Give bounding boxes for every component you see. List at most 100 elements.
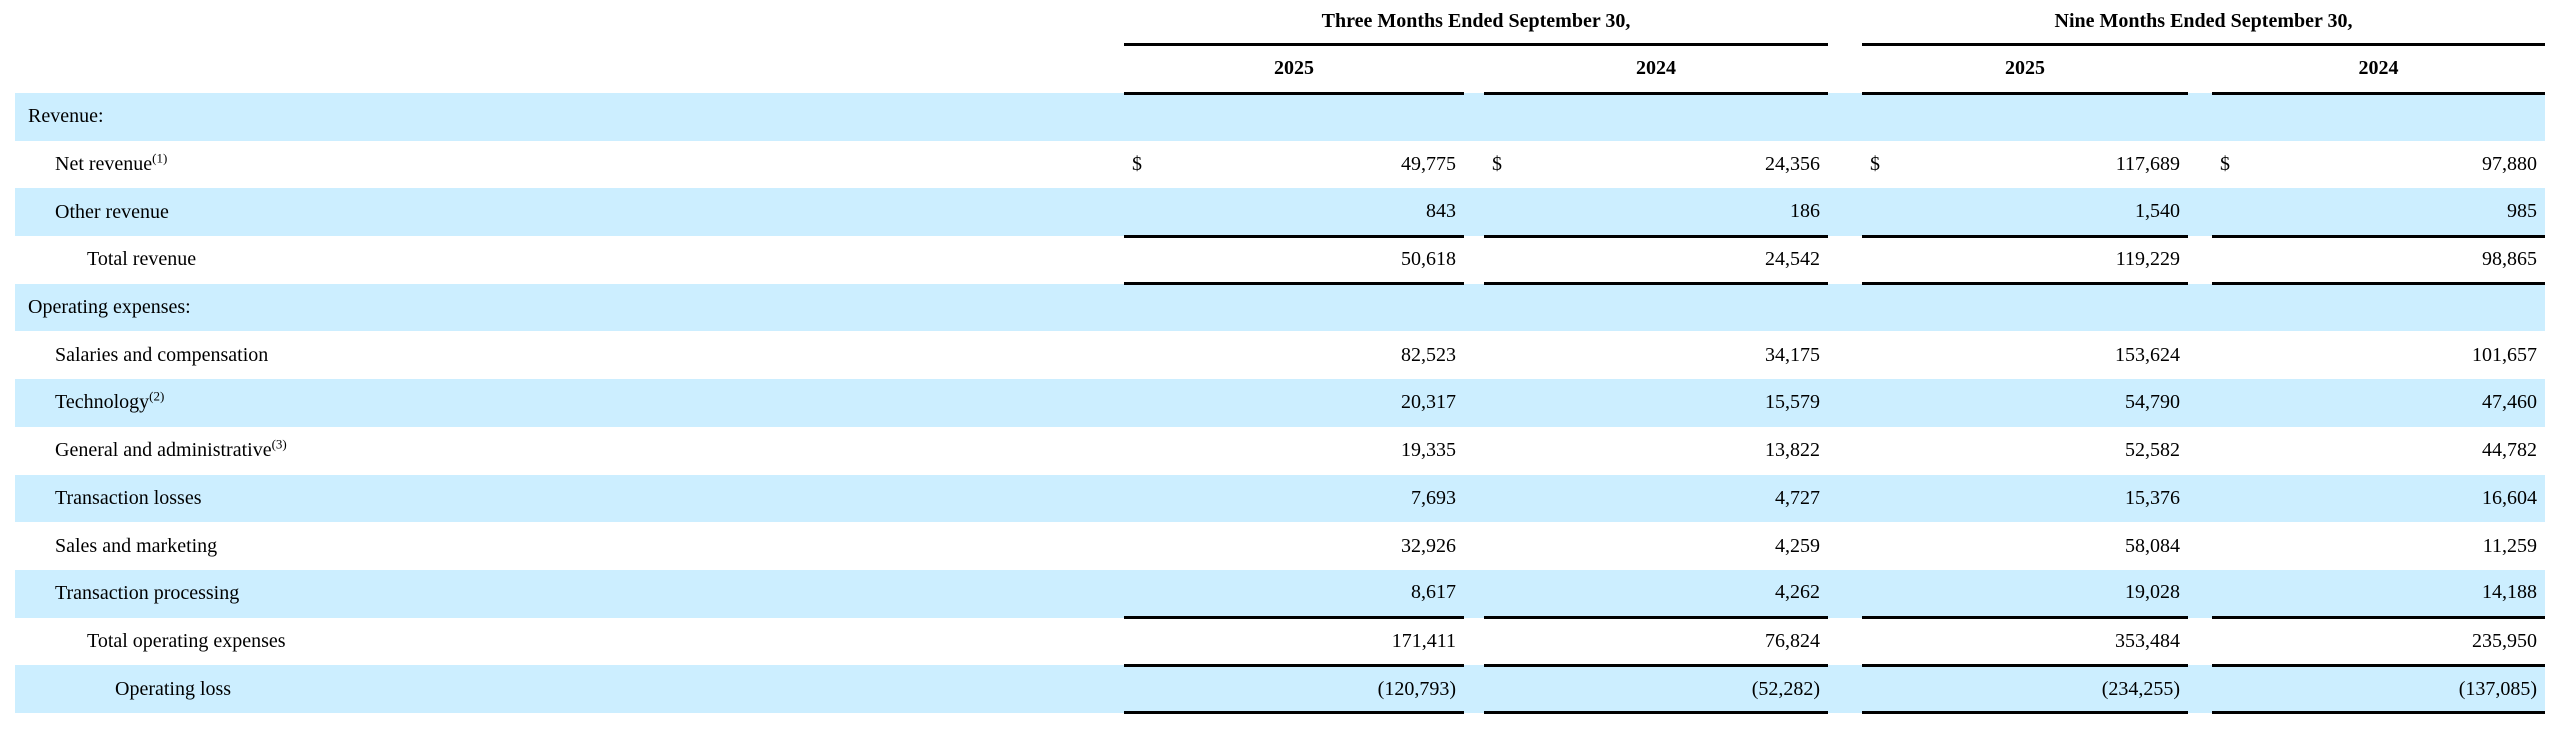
value-cell: 353,484 <box>1862 617 2189 667</box>
row-label-text: Technology <box>55 391 150 414</box>
row-label-text: Transaction processing <box>55 582 240 605</box>
group-gap-spacer <box>1828 141 1862 189</box>
value-cell: $97,880 <box>2212 141 2545 189</box>
row-label-text: Sales and marketing <box>55 534 218 557</box>
group-gap-spacer <box>1828 284 1862 332</box>
value-text: 52,582 <box>2125 439 2181 462</box>
value-text: 50,618 <box>1401 248 1456 271</box>
group-gap-spacer <box>1828 665 1862 713</box>
value-text: (120,793) <box>1377 677 1456 700</box>
group-gap-spacer <box>1828 570 1862 618</box>
value-text: 24,542 <box>1765 248 1821 271</box>
col-gap-spacer <box>1464 570 1484 618</box>
table-row: Transaction processing 8,617 4,262 19,028 14… <box>15 569 2546 620</box>
col-gap-spacer <box>1464 93 1484 141</box>
value-cell: 985 <box>2212 188 2546 238</box>
value-cell: 34,175 <box>1484 331 1828 379</box>
value-cell: $49,775 <box>1124 141 1464 189</box>
value-text: 15,376 <box>2125 486 2181 509</box>
col-gap-spacer <box>2188 665 2212 713</box>
value-text: 1,540 <box>2135 199 2181 222</box>
year-header-nm-2024: 2024 <box>2212 44 2546 95</box>
col-gap-spacer <box>1464 331 1484 379</box>
dollar-sign: $ <box>1132 153 1142 176</box>
col-gap-spacer <box>2188 236 2212 284</box>
row-label: Revenue: <box>15 93 1124 141</box>
value-cell: 82,523 <box>1124 331 1464 379</box>
value-text: 843 <box>1426 199 1456 222</box>
value-text: 8,617 <box>1411 581 1456 604</box>
value-text: 47,460 <box>2482 391 2538 414</box>
value-cell <box>1862 284 2188 332</box>
table-body: Revenue: Net revenue(1) $49,775 $24,356 $117… <box>15 93 2546 715</box>
group-gap-spacer <box>1828 475 1862 523</box>
period-group-header-row: Three Months Ended September 30, Nine Mo… <box>15 0 2546 46</box>
table-row: General and administrative(3) 19,335 13,82… <box>15 427 2545 475</box>
year-header-tm-2025: 2025 <box>1124 44 1464 95</box>
value-cell: 16,604 <box>2212 475 2545 523</box>
row-label-text: Revenue: <box>28 105 104 128</box>
value-cell: 843 <box>1124 188 1464 238</box>
col-gap-spacer <box>1464 475 1484 523</box>
table-row: Sales and marketing 32,926 4,259 58,084 11,2… <box>15 522 2545 570</box>
value-cell: 4,259 <box>1484 522 1828 570</box>
value-cell: 98,865 <box>2212 236 2546 286</box>
col-gap-spacer <box>1464 618 1484 666</box>
year-header-tm-2024: 2024 <box>1484 44 1829 95</box>
value-text: 117,689 <box>2115 153 2181 176</box>
row-label-text: Operating expenses: <box>28 296 191 319</box>
row-label: Salaries and compensation <box>15 331 1124 379</box>
value-text: 19,335 <box>1401 439 1456 462</box>
row-label: Total revenue <box>15 236 1124 284</box>
row-label: Sales and marketing <box>15 522 1124 570</box>
value-cell: 4,262 <box>1484 569 1829 620</box>
group-gap-spacer <box>1828 188 1862 236</box>
value-cell: 19,335 <box>1124 427 1464 475</box>
row-label-text: General and administrative <box>55 439 272 462</box>
value-cell: 8,617 <box>1124 569 1464 620</box>
table-row: Revenue: <box>15 93 2546 141</box>
value-cell: 153,624 <box>1862 331 2188 379</box>
row-label-text: Total operating expenses <box>87 629 286 652</box>
value-cell: (52,282) <box>1484 665 1829 715</box>
value-cell <box>1862 93 2188 141</box>
dollar-sign: $ <box>2220 153 2231 176</box>
col-gap-spacer <box>1464 141 1484 189</box>
value-cell: 15,579 <box>1484 379 1828 427</box>
value-text: 82,523 <box>1401 343 1456 366</box>
value-text: 24,356 <box>1765 153 1821 176</box>
col-gap-spacer <box>2188 427 2212 475</box>
col-gap-spacer <box>2188 570 2212 618</box>
value-text: 4,262 <box>1775 581 1821 604</box>
row-label-text: Salaries and compensation <box>55 343 269 366</box>
table-row: Net revenue(1) $49,775 $24,356 $117,689 $97,… <box>15 141 2545 189</box>
value-cell <box>1124 284 1464 332</box>
row-label: Net revenue(1) <box>15 141 1124 189</box>
table-row: Operating loss (120,793) (52,282) (234,255)… <box>15 665 2546 715</box>
value-cell: 235,950 <box>2212 617 2546 667</box>
col-gap-spacer <box>2188 618 2212 666</box>
value-cell: (137,085) <box>2212 665 2546 715</box>
value-text: 4,259 <box>1775 534 1821 557</box>
value-text: 34,175 <box>1765 343 1821 366</box>
header-label-spacer <box>15 0 1124 44</box>
value-cell: (120,793) <box>1124 665 1464 715</box>
value-text: 153,624 <box>2115 343 2181 366</box>
value-text: 58,084 <box>2125 534 2181 557</box>
table-row: Other revenue 843 186 1,540 985 <box>15 188 2546 238</box>
row-label: Transaction losses <box>15 475 1124 523</box>
value-text: 4,727 <box>1775 486 1821 509</box>
row-label-text: Total revenue <box>87 248 197 271</box>
row-label: Other revenue <box>15 188 1124 236</box>
financial-statement-table: Three Months Ended September 30, Nine Mo… <box>15 0 2546 715</box>
group-gap-spacer <box>1828 0 1862 44</box>
value-text: 44,782 <box>2482 439 2538 462</box>
col-gap-spacer <box>2188 379 2212 427</box>
value-cell: (234,255) <box>1862 665 2189 715</box>
table-row: Technology(2) 20,317 15,579 54,790 47,460 <box>15 379 2546 427</box>
value-cell: 50,618 <box>1124 236 1464 286</box>
value-cell: 1,540 <box>1862 188 2189 238</box>
col-gap-spacer <box>2188 44 2212 93</box>
value-cell: 14,188 <box>2212 569 2546 620</box>
value-cell: 4,727 <box>1484 475 1828 523</box>
